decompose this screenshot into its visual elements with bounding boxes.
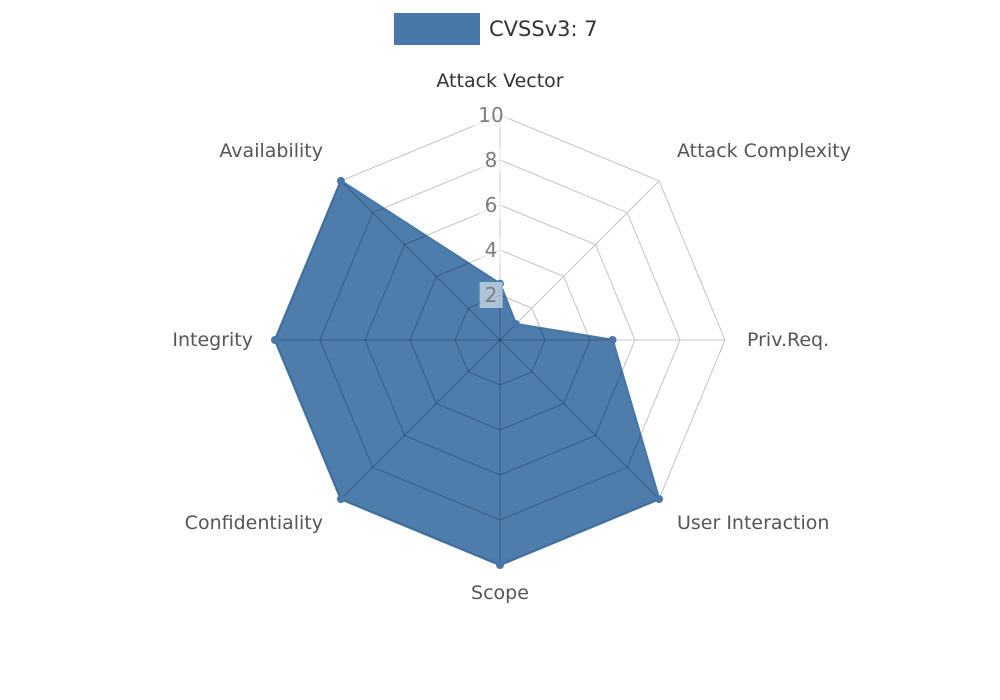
legend-label[interactable]: CVSSv3: 7 (489, 17, 598, 41)
series-vertex-dot[interactable] (496, 561, 504, 569)
series-vertex-dot[interactable] (336, 495, 345, 504)
series-vertex-dot[interactable] (655, 495, 664, 504)
legend: CVSSv3: 7 (394, 13, 598, 45)
series-dots[interactable] (271, 176, 664, 569)
series-vertex-dot[interactable] (608, 336, 617, 344)
series-vertex-dot[interactable] (336, 176, 345, 185)
series-vertex-dot[interactable] (511, 320, 520, 329)
series-vertex-dot[interactable] (496, 279, 504, 288)
series-vertex-dot[interactable] (271, 336, 279, 344)
legend-swatch[interactable] (394, 13, 480, 45)
